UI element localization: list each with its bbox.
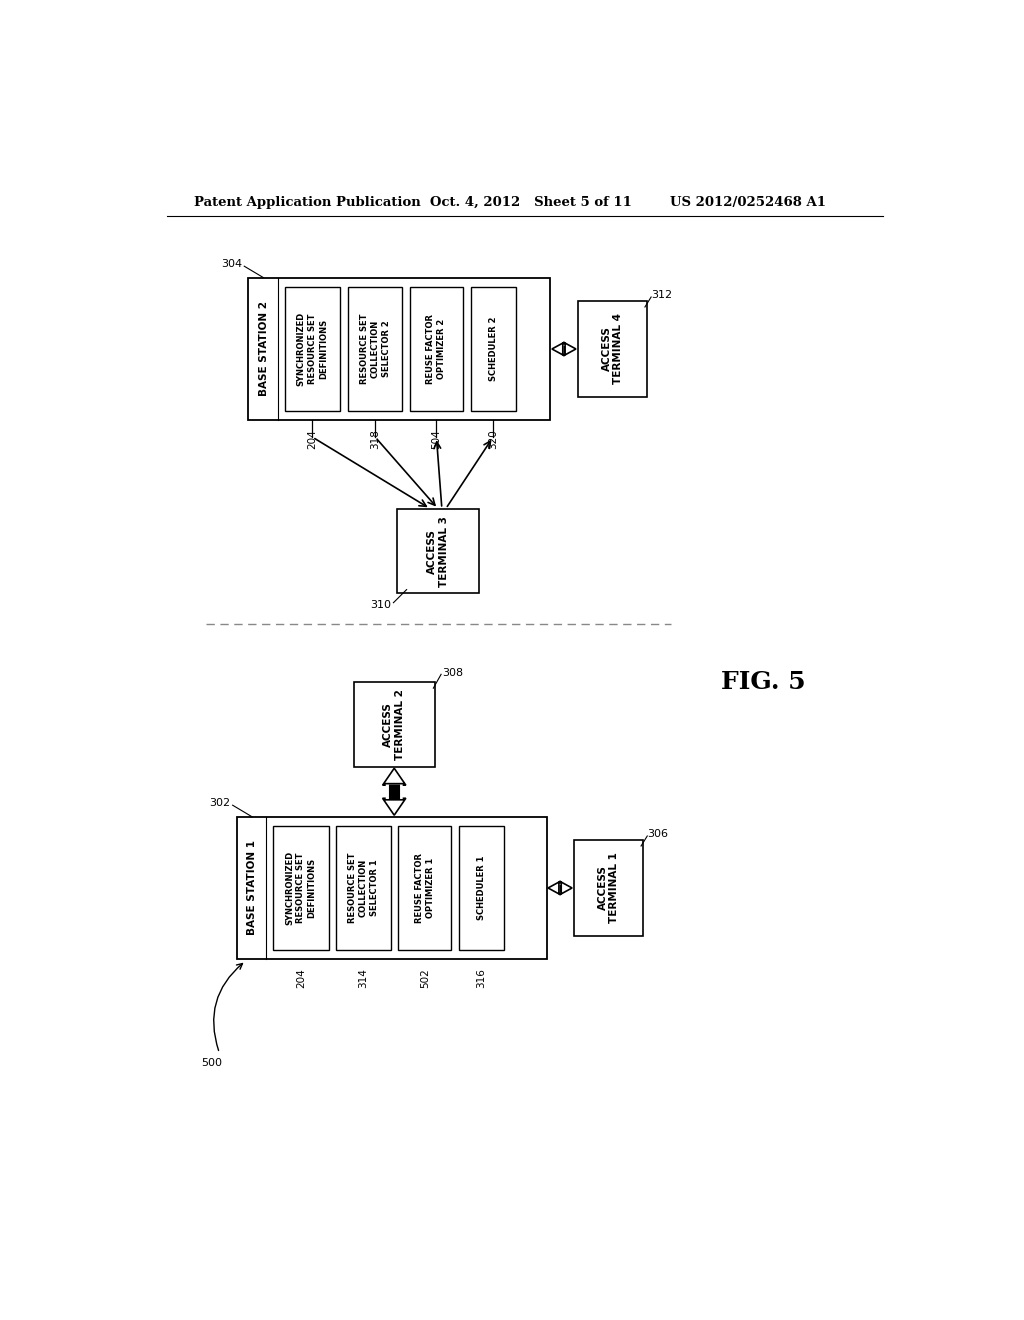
- Text: REUSE FACTOR
OPTIMIZER 2: REUSE FACTOR OPTIMIZER 2: [426, 314, 446, 384]
- Text: SYNCHRONIZED
RESOURCE SET
DEFINITIONS: SYNCHRONIZED RESOURCE SET DEFINITIONS: [297, 312, 328, 387]
- Bar: [397, 508, 478, 594]
- Text: 502: 502: [420, 969, 430, 989]
- Text: 320: 320: [488, 429, 498, 449]
- Text: BASE STATION 2: BASE STATION 2: [259, 301, 268, 396]
- Text: 316: 316: [476, 969, 486, 989]
- Text: Oct. 4, 2012   Sheet 5 of 11: Oct. 4, 2012 Sheet 5 of 11: [430, 195, 632, 209]
- Text: RESOURCE SET
COLLECTION
SELECTOR 2: RESOURCE SET COLLECTION SELECTOR 2: [359, 314, 391, 384]
- Text: 318: 318: [371, 429, 380, 449]
- Text: 306: 306: [647, 829, 669, 838]
- Text: 302: 302: [209, 797, 230, 808]
- Text: 204: 204: [296, 969, 306, 989]
- Bar: [398, 826, 452, 950]
- FancyArrow shape: [548, 882, 560, 895]
- Text: 310: 310: [370, 601, 391, 610]
- Text: 308: 308: [442, 668, 464, 677]
- Text: SCHEDULER 2: SCHEDULER 2: [488, 317, 498, 381]
- Text: Patent Application Publication: Patent Application Publication: [194, 195, 421, 209]
- Bar: [578, 301, 647, 397]
- Text: US 2012/0252468 A1: US 2012/0252468 A1: [671, 195, 826, 209]
- FancyArrow shape: [563, 342, 575, 355]
- Text: FIG. 5: FIG. 5: [721, 671, 806, 694]
- FancyArrow shape: [383, 768, 406, 785]
- Text: 500: 500: [201, 1059, 222, 1068]
- Text: ACCESS
TERMINAL 2: ACCESS TERMINAL 2: [383, 689, 406, 760]
- Bar: [285, 286, 340, 411]
- Text: REUSE FACTOR
OPTIMIZER 1: REUSE FACTOR OPTIMIZER 1: [415, 853, 435, 923]
- Text: ACCESS
TERMINAL 1: ACCESS TERMINAL 1: [598, 853, 620, 924]
- Bar: [573, 840, 643, 936]
- Bar: [410, 286, 463, 411]
- FancyArrow shape: [552, 342, 564, 355]
- Bar: [348, 286, 402, 411]
- FancyArrow shape: [383, 799, 406, 816]
- Bar: [273, 826, 329, 950]
- Bar: [248, 277, 550, 420]
- Bar: [459, 826, 504, 950]
- Text: BASE STATION 1: BASE STATION 1: [247, 841, 257, 936]
- Text: 504: 504: [431, 429, 441, 449]
- Text: 204: 204: [307, 429, 317, 449]
- Text: RESOURCE SET
COLLECTION
SELECTOR 1: RESOURCE SET COLLECTION SELECTOR 1: [348, 853, 379, 923]
- Text: 312: 312: [651, 289, 672, 300]
- Text: 304: 304: [221, 259, 242, 269]
- Text: SYNCHRONIZED
RESOURCE SET
DEFINITIONS: SYNCHRONIZED RESOURCE SET DEFINITIONS: [286, 851, 316, 925]
- Text: 314: 314: [358, 969, 369, 989]
- Bar: [471, 286, 515, 411]
- Text: ACCESS
TERMINAL 3: ACCESS TERMINAL 3: [427, 516, 449, 586]
- Bar: [237, 817, 547, 960]
- FancyArrow shape: [560, 882, 572, 895]
- Bar: [353, 682, 435, 767]
- Text: ACCESS
TERMINAL 4: ACCESS TERMINAL 4: [601, 313, 624, 384]
- Text: SCHEDULER 1: SCHEDULER 1: [477, 855, 486, 920]
- Bar: [337, 826, 391, 950]
